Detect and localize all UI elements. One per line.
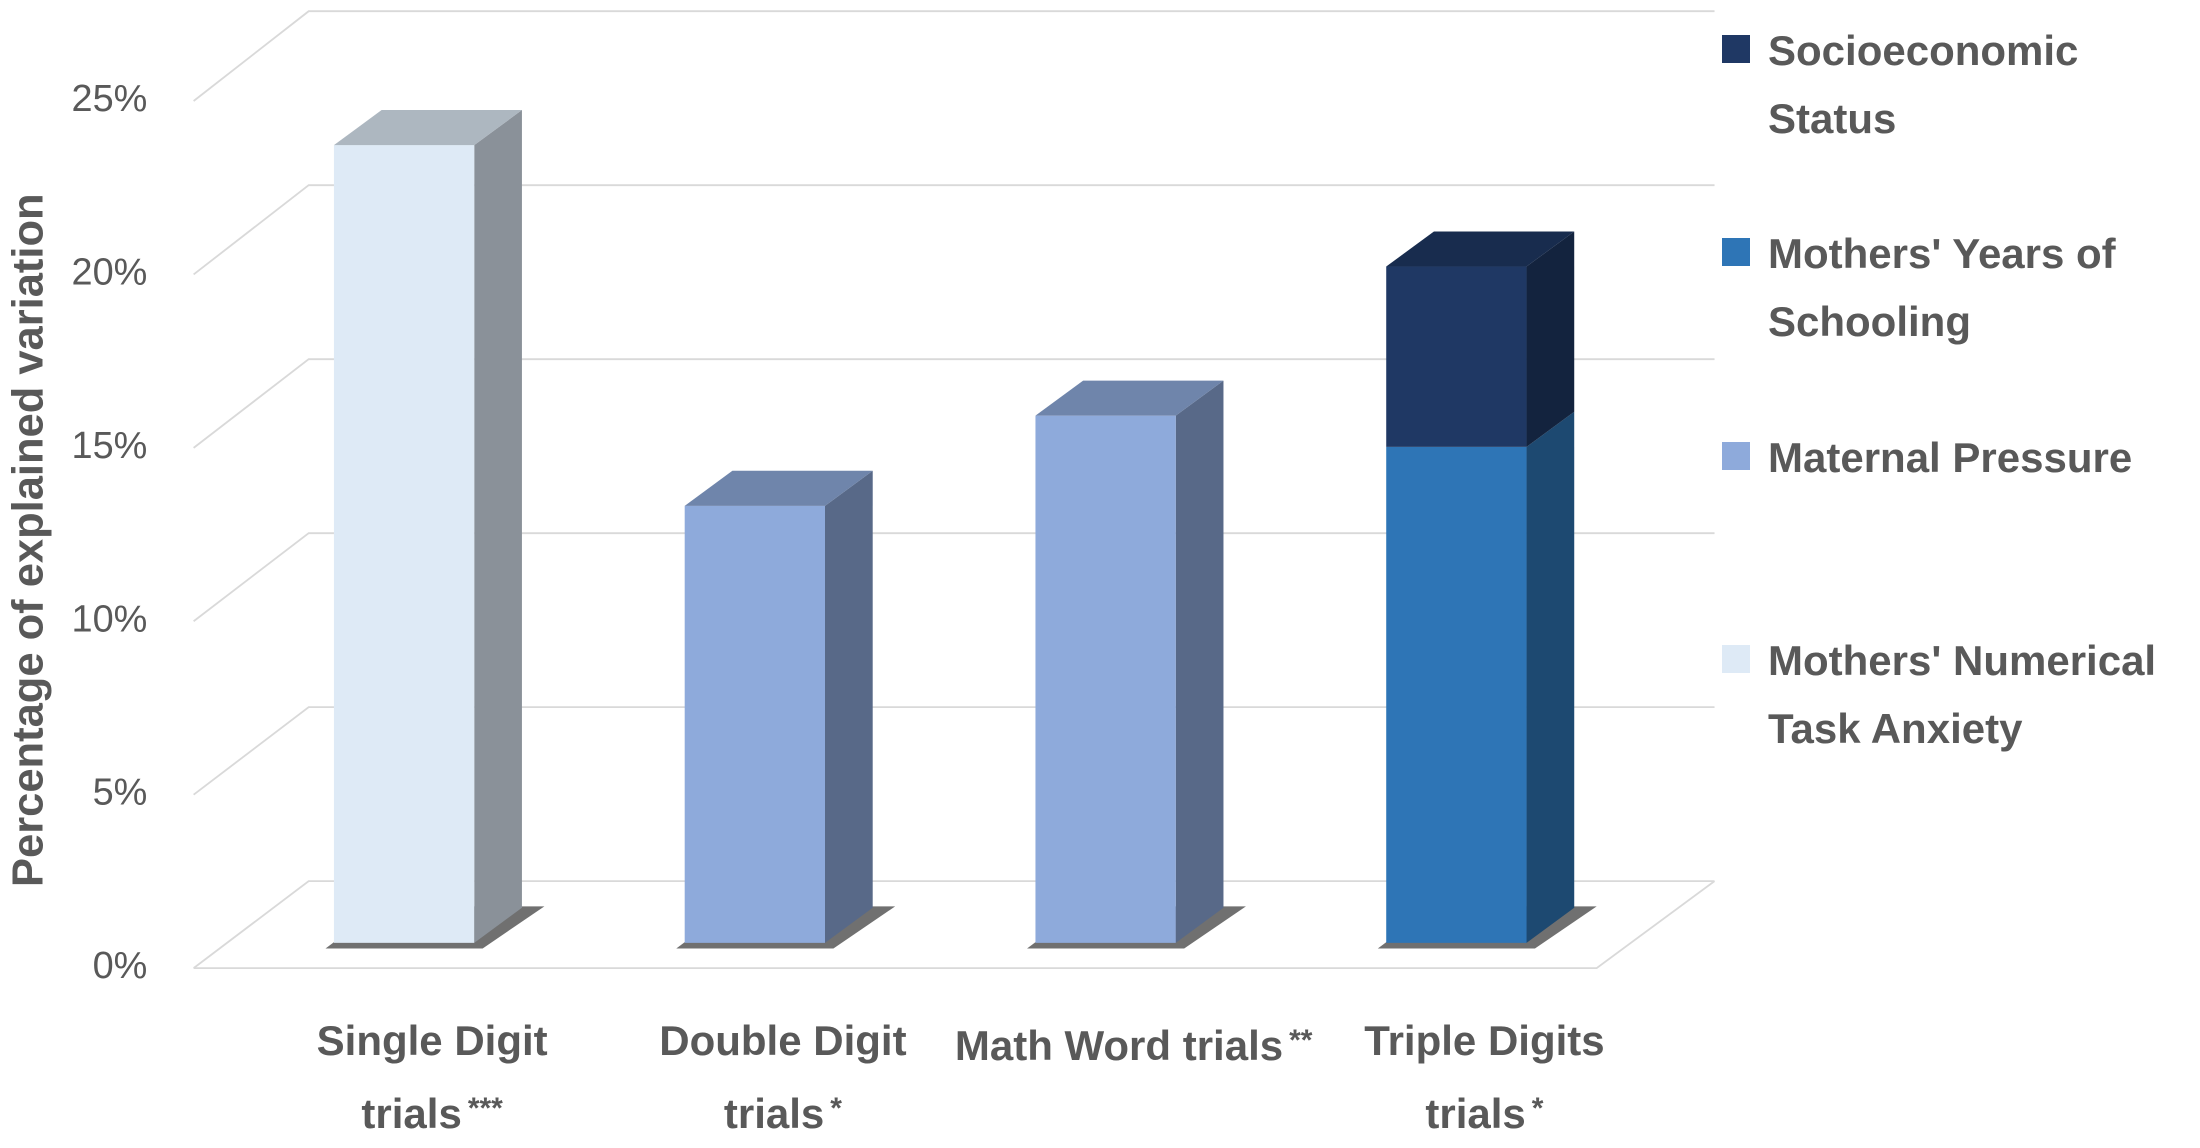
legend-item: Maternal Pressure <box>1722 424 2192 492</box>
x-tick-label: Math Word trials ** <box>954 1007 1314 1080</box>
legend-label: Maternal Pressure <box>1768 434 2133 481</box>
significance: * <box>1531 1092 1544 1126</box>
y-tick-label: 20% <box>72 251 148 293</box>
y-axis-label: Percentage of explained variation <box>4 193 52 887</box>
y-tick-label: 25% <box>72 78 148 120</box>
category-name: Single Digit trials <box>316 1017 548 1138</box>
bar-top <box>333 110 522 146</box>
bar <box>1035 415 1176 943</box>
legend-item: Socioeconomic Status <box>1722 17 2192 153</box>
y-tick-label: 0% <box>93 945 148 987</box>
legend-label: Socioeconomic Status <box>1768 27 2079 142</box>
bar-side <box>1526 231 1575 447</box>
bar-top <box>1386 231 1575 267</box>
grid-line <box>193 184 1715 276</box>
x-tick-label: Triple Digits trials * <box>1304 1007 1664 1148</box>
floor-edge <box>193 880 1716 970</box>
bar-top <box>684 470 873 506</box>
y-tick-label: 10% <box>72 598 148 640</box>
y-tick-label: 5% <box>93 772 148 814</box>
bar-top <box>1035 380 1224 416</box>
bar-side <box>474 110 522 943</box>
legend-item: Mothers' Years of Schooling <box>1722 220 2192 356</box>
grid-line <box>193 706 1715 796</box>
bar-side <box>1526 411 1575 943</box>
grid-line <box>193 880 1715 969</box>
x-tick-label: Single Digit trials *** <box>252 1007 612 1148</box>
bar <box>1386 266 1527 447</box>
bar <box>1386 446 1527 943</box>
category-name: Triple Digits trials <box>1364 1017 1605 1138</box>
grid-line <box>193 532 1715 622</box>
bar-side <box>1175 380 1224 943</box>
category-name: Math Word trials <box>954 1022 1284 1070</box>
significance: ** <box>1289 1024 1313 1058</box>
bar-side <box>825 470 873 943</box>
category-name: Double Digit trials <box>659 1017 907 1138</box>
legend-swatch <box>1722 645 1750 673</box>
legend-swatch <box>1722 442 1750 470</box>
grid-line <box>193 358 1715 449</box>
legend-swatch <box>1722 35 1750 63</box>
bar <box>684 505 826 943</box>
y-tick-label: 15% <box>72 425 148 467</box>
legend-label: Mothers' Years of Schooling <box>1768 230 2116 345</box>
significance: *** <box>467 1092 503 1126</box>
legend-swatch <box>1722 238 1750 266</box>
x-tick-label: Double Digit trials * <box>603 1007 963 1148</box>
grid-line <box>193 10 1715 102</box>
legend-item: Mothers' Numerical Task Anxiety <box>1722 627 2192 763</box>
legend-label: Mothers' Numerical Task Anxiety <box>1768 637 2157 752</box>
bar <box>333 145 475 943</box>
significance: * <box>830 1092 842 1126</box>
